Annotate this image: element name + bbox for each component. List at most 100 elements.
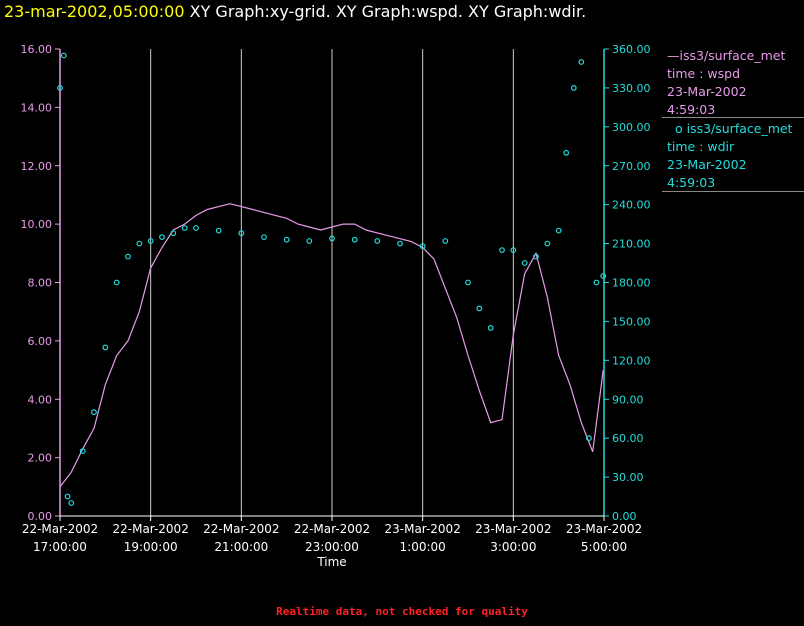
y-left-tick-label: 16.00 [21, 43, 53, 56]
legend-variable: time : wdir [667, 139, 735, 154]
graph-titles: XY Graph:xy-grid. XY Graph:wspd. XY Grap… [184, 2, 587, 21]
y-right-tick-label: 270.00 [612, 160, 651, 173]
x-tick-label: 23-Mar-2002 [566, 522, 642, 536]
legend-time: 4:59:03 [667, 175, 716, 190]
y-right-tick-label: 330.00 [612, 82, 651, 95]
wdir-point [374, 238, 381, 244]
y-right-tick-label: 300.00 [612, 121, 651, 134]
wdir-point [593, 279, 600, 286]
x-tick-label: 1:00:00 [400, 540, 446, 554]
legend-date: 23-Mar-2002 [667, 157, 747, 172]
legend-entry-wdir: o iss3/surface_met time : wdir 23-Mar-20… [667, 120, 792, 192]
y-left-tick-label: 4.00 [28, 393, 53, 406]
wdir-point [499, 247, 505, 254]
x-tick-label: 22-Mar-2002 [22, 522, 98, 536]
wdir-point [487, 325, 494, 331]
y-left-tick-label: 6.00 [28, 335, 53, 348]
wdir-point [442, 238, 449, 244]
wdir-point [329, 235, 335, 242]
y-left-tick-label: 14.00 [21, 101, 53, 114]
y-left-tick-label: 0.00 [28, 510, 53, 523]
wdir-point [79, 448, 86, 455]
grid-lines [59, 49, 605, 516]
wdir-point [555, 227, 562, 234]
wdir-point [521, 260, 528, 266]
tick-labels: 22-Mar-2002 17:00:00 22-Mar-2002 19:00:00 22… [21, 43, 651, 554]
x-tick-label: 22-Mar-2002 [112, 522, 188, 536]
wdir-point [113, 279, 120, 286]
circle-marker-icon: o [667, 121, 687, 136]
legend-divider [662, 191, 804, 192]
wdir-point [351, 236, 358, 243]
wdir-point [147, 238, 154, 244]
wspd-line [59, 203, 604, 488]
wdir-point [60, 52, 67, 59]
legend-date: 23-Mar-2002 [667, 84, 747, 99]
y-left-tick-label: 8.00 [28, 277, 53, 290]
wdir-point [57, 84, 63, 91]
x-tick-label: 23:00:00 [305, 540, 359, 554]
wdir-point [419, 243, 426, 250]
y-right-tick-label: 90.00 [612, 393, 644, 406]
y-left-tick-label: 2.00 [28, 452, 53, 465]
legend-variable: time : wspd [667, 66, 741, 81]
y-right-tick-label: 180.00 [612, 277, 651, 290]
y-left-tick-label: 10.00 [21, 218, 53, 231]
wspd-series [59, 203, 604, 488]
wdir-point [215, 227, 222, 234]
x-tick-label: 17:00:00 [33, 540, 87, 554]
wdir-point [125, 253, 131, 260]
wdir-point [238, 230, 245, 237]
wdir-point [533, 253, 539, 260]
wdir-point [570, 84, 577, 91]
x-tick-label: 19:00:00 [124, 540, 178, 554]
wdir-point [261, 234, 267, 241]
wdir-point [64, 493, 71, 500]
x-tick-label: 22-Mar-2002 [203, 522, 279, 536]
wdir-point [136, 240, 143, 247]
wdir-point [600, 273, 607, 279]
wdir-point [306, 238, 313, 244]
wdir-point [102, 344, 109, 351]
legend-series: iss3/surface_met [679, 48, 786, 63]
wdir-point [578, 59, 585, 65]
x-tick-label: 22-Mar-2002 [294, 522, 370, 536]
x-tick-label: 21:00:00 [214, 540, 268, 554]
page-header: 23-mar-2002,05:00:00 XY Graph:xy-grid. X… [4, 2, 586, 21]
y-right-tick-label: 150.00 [612, 315, 651, 328]
y-right-tick-label: 0.00 [612, 510, 637, 523]
wdir-point [181, 225, 188, 231]
y-right-tick-label: 30.00 [612, 471, 644, 484]
y-right-tick-label: 240.00 [612, 199, 651, 212]
legend-divider [662, 117, 804, 118]
wdir-point [68, 500, 75, 506]
legend-series: iss3/surface_met [686, 121, 793, 136]
quality-notice: Realtime data, not checked for quality [276, 605, 528, 618]
wdir-point [159, 234, 165, 241]
wdir-point [170, 230, 177, 237]
wdir-point [544, 240, 551, 247]
wdir-point [563, 149, 570, 156]
y-right-tick-label: 360.00 [612, 43, 651, 56]
legend-time: 4:59:03 [667, 102, 716, 117]
y-right-tick-label: 210.00 [612, 238, 651, 251]
y-left-tick-label: 12.00 [21, 160, 53, 173]
y-right-tick-label: 120.00 [612, 354, 651, 367]
x-tick-label: 23-Mar-2002 [384, 522, 460, 536]
axes [55, 48, 609, 521]
wdir-point [586, 435, 592, 442]
wdir-point [283, 236, 290, 243]
y-right-tick-label: 60.00 [612, 432, 644, 445]
x-axis-label: Time [316, 555, 346, 569]
wdir-point [397, 240, 403, 247]
x-tick-label: 3:00:00 [490, 540, 536, 554]
wdir-point [476, 305, 483, 312]
timestamp: 23-mar-2002,05:00:00 [4, 2, 185, 21]
legend-entry-wspd: —iss3/surface_met time : wspd 23-Mar-200… [667, 47, 785, 119]
wdir-series [57, 52, 607, 506]
x-tick-label: 5:00:00 [581, 540, 627, 554]
wdir-point [465, 279, 471, 286]
wdir-point [91, 409, 97, 416]
x-tick-label: 23-Mar-2002 [475, 522, 551, 536]
